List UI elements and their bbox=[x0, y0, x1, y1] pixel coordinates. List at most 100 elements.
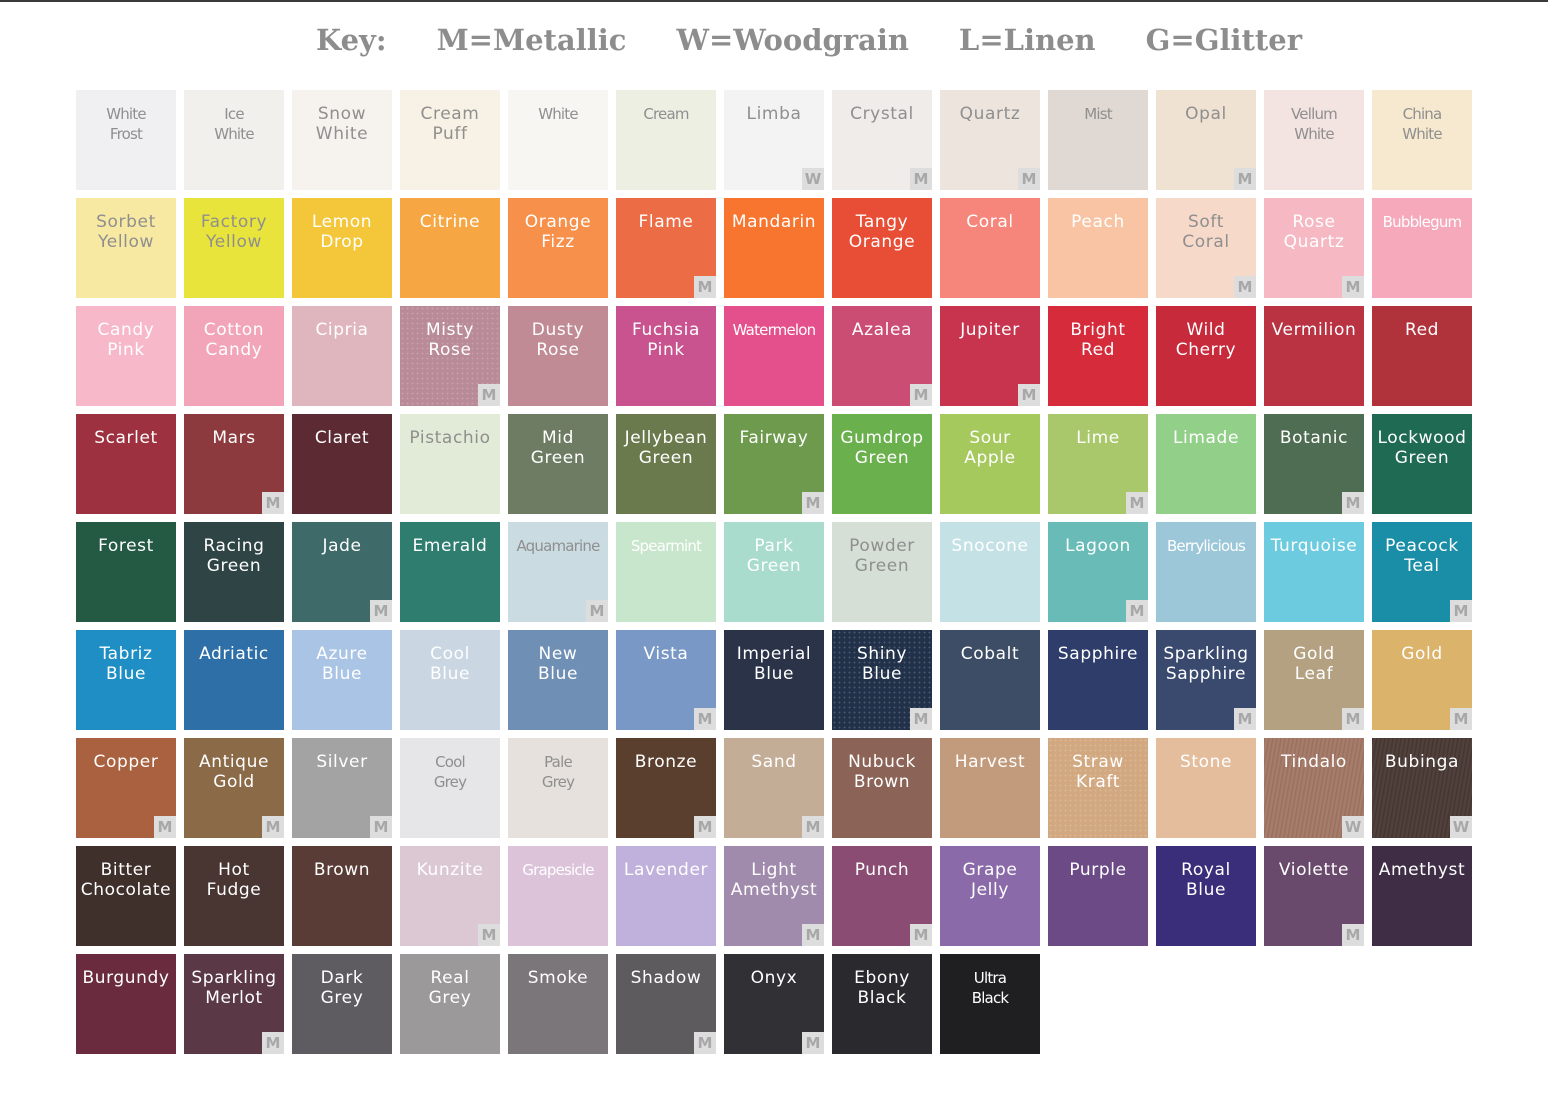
color-swatch[interactable]: New Blue bbox=[508, 630, 608, 730]
color-swatch[interactable]: Imperial Blue bbox=[724, 630, 824, 730]
color-swatch[interactable]: Punch M bbox=[832, 846, 932, 946]
color-swatch[interactable]: Fuchsia Pink bbox=[616, 306, 716, 406]
color-swatch[interactable]: Snocone bbox=[940, 522, 1040, 622]
color-swatch[interactable]: Snow White bbox=[292, 90, 392, 190]
color-swatch[interactable]: Ebony Black bbox=[832, 954, 932, 1054]
color-swatch[interactable]: Vista M bbox=[616, 630, 716, 730]
color-swatch[interactable]: Factory Yellow bbox=[184, 198, 284, 298]
color-swatch[interactable]: Flame M bbox=[616, 198, 716, 298]
color-swatch[interactable]: Brown bbox=[292, 846, 392, 946]
color-swatch[interactable]: Sour Apple bbox=[940, 414, 1040, 514]
color-swatch[interactable]: Racing Green bbox=[184, 522, 284, 622]
color-swatch[interactable]: Sapphire bbox=[1048, 630, 1148, 730]
color-swatch[interactable]: Cream bbox=[616, 90, 716, 190]
color-swatch[interactable]: Azalea M bbox=[832, 306, 932, 406]
color-swatch[interactable]: Claret bbox=[292, 414, 392, 514]
color-swatch[interactable]: Sparkling Sapphire M bbox=[1156, 630, 1256, 730]
color-swatch[interactable]: Forest bbox=[76, 522, 176, 622]
color-swatch[interactable]: White bbox=[508, 90, 608, 190]
color-swatch[interactable]: Opal M bbox=[1156, 90, 1256, 190]
color-swatch[interactable]: Adriatic bbox=[184, 630, 284, 730]
color-swatch[interactable]: Coral bbox=[940, 198, 1040, 298]
color-swatch[interactable]: Dark Grey bbox=[292, 954, 392, 1054]
color-swatch[interactable]: Shadow M bbox=[616, 954, 716, 1054]
color-swatch[interactable]: Gold M bbox=[1372, 630, 1472, 730]
color-swatch[interactable]: Jade M bbox=[292, 522, 392, 622]
color-swatch[interactable]: Candy Pink bbox=[76, 306, 176, 406]
color-swatch[interactable]: Mandarin bbox=[724, 198, 824, 298]
color-swatch[interactable]: Shiny Blue M bbox=[832, 630, 932, 730]
color-swatch[interactable]: Botanic M bbox=[1264, 414, 1364, 514]
color-swatch[interactable]: Crystal M bbox=[832, 90, 932, 190]
color-swatch[interactable]: Bubinga W bbox=[1372, 738, 1472, 838]
color-swatch[interactable]: Scarlet bbox=[76, 414, 176, 514]
color-swatch[interactable]: Gold Leaf M bbox=[1264, 630, 1364, 730]
color-swatch[interactable]: China White bbox=[1372, 90, 1472, 190]
color-swatch[interactable]: Tangy Orange bbox=[832, 198, 932, 298]
color-swatch[interactable]: Lime M bbox=[1048, 414, 1148, 514]
color-swatch[interactable]: Jellybean Green bbox=[616, 414, 716, 514]
color-swatch[interactable]: Bubblegum bbox=[1372, 198, 1472, 298]
color-swatch[interactable]: White Frost bbox=[76, 90, 176, 190]
color-swatch[interactable]: Lemon Drop bbox=[292, 198, 392, 298]
color-swatch[interactable]: Ultra Black bbox=[940, 954, 1040, 1054]
color-swatch[interactable]: Tindalo W bbox=[1264, 738, 1364, 838]
color-swatch[interactable]: Kunzite M bbox=[400, 846, 500, 946]
color-swatch[interactable]: Berrylicious bbox=[1156, 522, 1256, 622]
color-swatch[interactable]: Copper M bbox=[76, 738, 176, 838]
color-swatch[interactable]: Bright Red bbox=[1048, 306, 1148, 406]
color-swatch[interactable]: Turquoise bbox=[1264, 522, 1364, 622]
color-swatch[interactable]: Onyx M bbox=[724, 954, 824, 1054]
color-swatch[interactable]: Jupiter M bbox=[940, 306, 1040, 406]
color-swatch[interactable]: Amethyst bbox=[1372, 846, 1472, 946]
color-swatch[interactable]: Light Amethyst M bbox=[724, 846, 824, 946]
color-swatch[interactable]: Red bbox=[1372, 306, 1472, 406]
color-swatch[interactable]: Peacock Teal M bbox=[1372, 522, 1472, 622]
color-swatch[interactable]: Pistachio bbox=[400, 414, 500, 514]
color-swatch[interactable]: Mid Green bbox=[508, 414, 608, 514]
color-swatch[interactable]: Limba W bbox=[724, 90, 824, 190]
color-swatch[interactable]: Park Green bbox=[724, 522, 824, 622]
color-swatch[interactable]: Burgundy bbox=[76, 954, 176, 1054]
color-swatch[interactable]: Mist bbox=[1048, 90, 1148, 190]
color-swatch[interactable]: Azure Blue bbox=[292, 630, 392, 730]
color-swatch[interactable]: Cool Grey bbox=[400, 738, 500, 838]
color-swatch[interactable]: Misty Rose M bbox=[400, 306, 500, 406]
color-swatch[interactable]: Royal Blue bbox=[1156, 846, 1256, 946]
color-swatch[interactable]: Silver M bbox=[292, 738, 392, 838]
color-swatch[interactable]: Ice White bbox=[184, 90, 284, 190]
color-swatch[interactable]: Bitter Chocolate bbox=[76, 846, 176, 946]
color-swatch[interactable]: Sparkling Merlot M bbox=[184, 954, 284, 1054]
color-swatch[interactable]: Straw Kraft bbox=[1048, 738, 1148, 838]
color-swatch[interactable]: Vermilion bbox=[1264, 306, 1364, 406]
color-swatch[interactable]: Wild Cherry bbox=[1156, 306, 1256, 406]
color-swatch[interactable]: Spearmint bbox=[616, 522, 716, 622]
color-swatch[interactable]: Soft Coral M bbox=[1156, 198, 1256, 298]
color-swatch[interactable]: Tabriz Blue bbox=[76, 630, 176, 730]
color-swatch[interactable]: Powder Green bbox=[832, 522, 932, 622]
color-swatch[interactable]: Lagoon M bbox=[1048, 522, 1148, 622]
color-swatch[interactable]: Cipria bbox=[292, 306, 392, 406]
color-swatch[interactable]: Sorbet Yellow bbox=[76, 198, 176, 298]
color-swatch[interactable]: Peach bbox=[1048, 198, 1148, 298]
color-swatch[interactable]: Cream Puff bbox=[400, 90, 500, 190]
color-swatch[interactable]: Hot Fudge bbox=[184, 846, 284, 946]
color-swatch[interactable]: Smoke bbox=[508, 954, 608, 1054]
color-swatch[interactable]: Lavender bbox=[616, 846, 716, 946]
color-swatch[interactable]: Harvest bbox=[940, 738, 1040, 838]
color-swatch[interactable]: Vellum White bbox=[1264, 90, 1364, 190]
color-swatch[interactable]: Cool Blue bbox=[400, 630, 500, 730]
color-swatch[interactable]: Stone bbox=[1156, 738, 1256, 838]
color-swatch[interactable]: Aquamarine M bbox=[508, 522, 608, 622]
color-swatch[interactable]: Real Grey bbox=[400, 954, 500, 1054]
color-swatch[interactable]: Gumdrop Green bbox=[832, 414, 932, 514]
color-swatch[interactable]: Lockwood Green bbox=[1372, 414, 1472, 514]
color-swatch[interactable]: Grape Jelly bbox=[940, 846, 1040, 946]
color-swatch[interactable]: Purple bbox=[1048, 846, 1148, 946]
color-swatch[interactable]: Antique Gold M bbox=[184, 738, 284, 838]
color-swatch[interactable]: Citrine bbox=[400, 198, 500, 298]
color-swatch[interactable]: Quartz M bbox=[940, 90, 1040, 190]
color-swatch[interactable]: Orange Fizz bbox=[508, 198, 608, 298]
color-swatch[interactable]: Emerald bbox=[400, 522, 500, 622]
color-swatch[interactable]: Bronze M bbox=[616, 738, 716, 838]
